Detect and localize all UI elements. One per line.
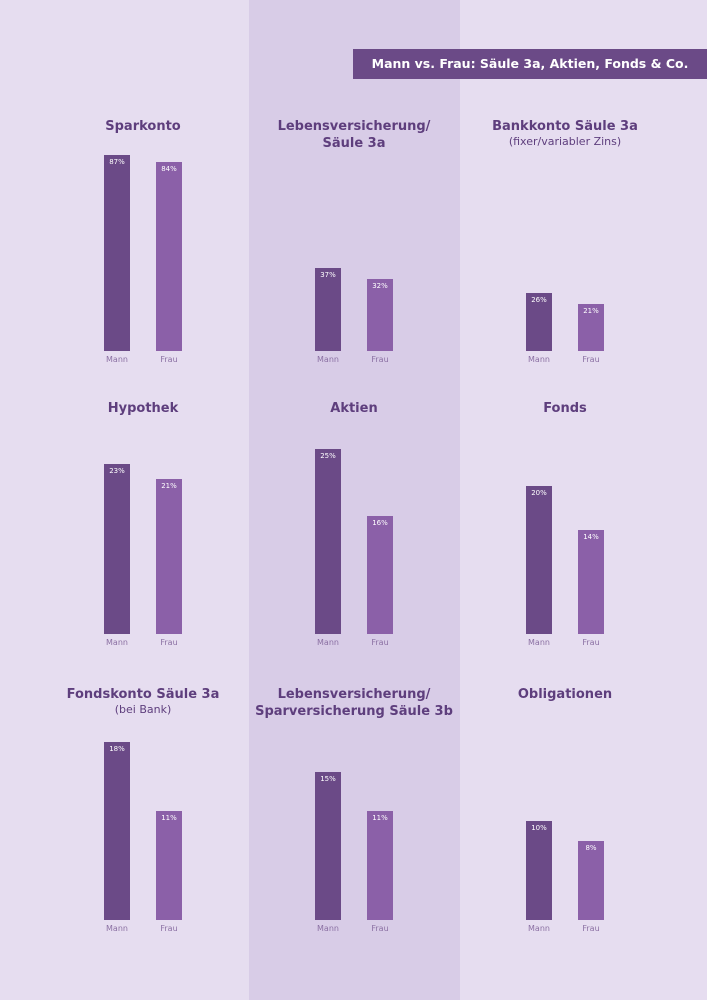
x-category-label: Frau <box>160 638 178 647</box>
bar-value-label: 37% <box>320 270 336 279</box>
chart-title: Sparkonto <box>105 119 181 134</box>
bar-mann <box>526 821 552 920</box>
x-category-label: Mann <box>317 638 339 647</box>
bar-value-label: 21% <box>161 481 177 490</box>
chart-panel: Bankkonto Säule 3a (fixer/variabler Zins)… <box>460 0 670 1000</box>
bar-value-label: 18% <box>109 744 125 753</box>
chart-title: Fondskonto Säule 3a <box>66 687 220 702</box>
bar-frau <box>156 478 182 634</box>
chart-panel: Fonds 20% Mann 14% Frau <box>460 0 670 1000</box>
bar-value-label: 11% <box>161 814 177 823</box>
bar-mann <box>104 155 130 351</box>
bar-mann <box>315 771 341 920</box>
chart-title: Säule 3a <box>322 136 386 151</box>
chart-panel: Hypothek 23% Mann 21% Frau <box>38 0 248 1000</box>
bar-mann <box>315 267 341 351</box>
bar-value-label: 11% <box>372 814 388 823</box>
bar-mann <box>526 292 552 351</box>
chart-subtitle: (fixer/variabler Zins) <box>508 135 622 148</box>
chart-panel: Obligationen 10% Mann 8% Frau <box>460 0 670 1000</box>
x-category-label: Frau <box>160 924 178 933</box>
chart-title: Bankkonto Säule 3a <box>492 119 638 134</box>
bar-value-label: 15% <box>320 774 336 783</box>
center-column-band <box>249 0 460 1000</box>
bar-value-label: 25% <box>320 452 336 460</box>
chart-panel: Sparkonto 87% Mann 84% Frau <box>38 0 248 1000</box>
x-category-label: Mann <box>106 355 128 364</box>
bar-value-label: 20% <box>531 489 547 497</box>
chart-panel: Aktien 25% Mann 16% Frau <box>249 0 459 1000</box>
bar-value-label: 23% <box>109 466 125 475</box>
bar-value-label: 26% <box>531 295 547 304</box>
chart-title: Fonds <box>543 401 587 416</box>
bar-value-label: 14% <box>583 533 599 542</box>
bar-frau <box>578 530 604 634</box>
x-category-label: Mann <box>317 355 339 364</box>
x-category-label: Frau <box>160 355 178 364</box>
chart-title: Sparversicherung Säule 3b <box>255 704 453 719</box>
bar-mann <box>526 486 552 634</box>
chart-panel: Lebensversicherung/Sparversicherung Säul… <box>249 0 459 1000</box>
x-category-label: Mann <box>106 638 128 647</box>
chart-title: Obligationen <box>517 687 613 702</box>
chart-title: Lebensversicherung/ <box>277 119 431 134</box>
x-category-label: Frau <box>582 638 600 647</box>
bar-frau <box>578 303 604 351</box>
bar-value-label: 16% <box>372 518 388 527</box>
x-category-label: Mann <box>317 924 339 933</box>
x-category-label: Mann <box>528 638 550 647</box>
bar-frau <box>156 162 182 351</box>
chart-panel: Fondskonto Säule 3a (bei Bank) 18% Mann 11% F… <box>38 0 248 1000</box>
bar-frau <box>578 840 604 920</box>
x-category-label: Mann <box>528 355 550 364</box>
chart-title: Lebensversicherung/ <box>277 687 431 702</box>
x-category-label: Frau <box>582 924 600 933</box>
bar-mann <box>104 741 130 920</box>
x-category-label: Frau <box>582 355 600 364</box>
bar-value-label: 10% <box>531 824 547 832</box>
bar-value-label: 8% <box>585 843 597 852</box>
chart-panel: Lebensversicherung/Säule 3a 37% Mann 32% Fra… <box>249 0 459 1000</box>
chart-subtitle: (bei Bank) <box>114 703 172 716</box>
bar-mann <box>315 449 341 634</box>
bar-value-label: 21% <box>583 306 599 315</box>
bar-frau <box>367 279 393 351</box>
bar-mann <box>104 463 130 634</box>
bar-frau <box>367 811 393 920</box>
bar-value-label: 87% <box>109 158 125 167</box>
chart-title: Aktien <box>330 401 378 416</box>
chart-title: Hypothek <box>107 401 179 416</box>
bar-value-label: 84% <box>161 165 177 173</box>
bar-frau <box>367 515 393 634</box>
x-category-label: Frau <box>371 638 389 647</box>
bar-frau <box>156 811 182 920</box>
x-category-label: Frau <box>371 355 389 364</box>
x-category-label: Mann <box>106 924 128 933</box>
page-title-banner: Mann vs. Frau: Säule 3a, Aktien, Fonds &… <box>353 49 707 79</box>
bar-value-label: 32% <box>372 282 388 290</box>
x-category-label: Mann <box>528 924 550 933</box>
x-category-label: Frau <box>371 924 389 933</box>
